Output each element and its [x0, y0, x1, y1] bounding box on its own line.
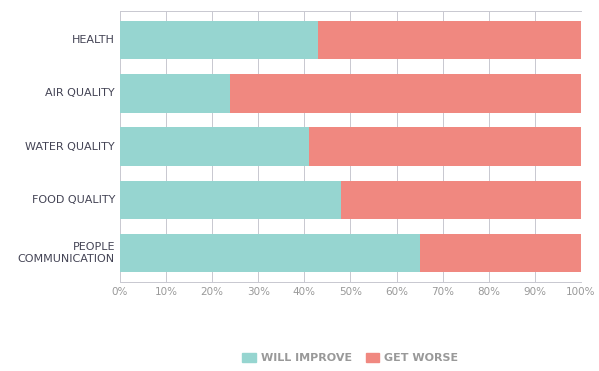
Bar [231, 74, 581, 112]
Bar [120, 127, 309, 166]
Bar [318, 21, 581, 59]
Bar [419, 234, 581, 272]
Bar [120, 181, 341, 219]
Bar [120, 21, 318, 59]
Bar [341, 181, 581, 219]
Bar [120, 74, 231, 112]
Legend: WILL IMPROVE, GET WORSE: WILL IMPROVE, GET WORSE [242, 352, 459, 363]
Bar [309, 127, 581, 166]
Bar [120, 234, 419, 272]
